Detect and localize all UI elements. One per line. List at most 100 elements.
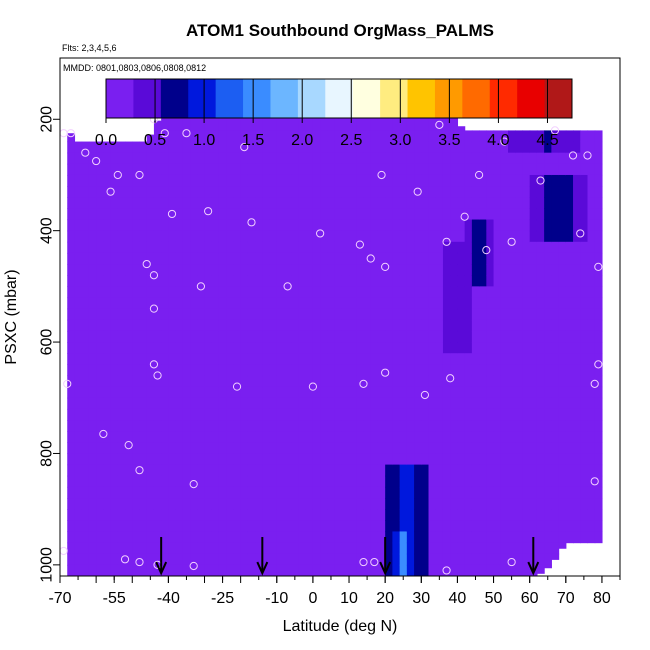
heatmap-cell [486,397,495,410]
heatmap-cell [349,197,357,209]
heatmap-cell [96,542,104,555]
heatmap-cell [479,408,487,421]
heatmap-cell [341,442,350,455]
heatmap-cell [435,297,444,310]
heatmap-cell [500,252,509,265]
heatmap-cell [334,342,343,354]
heatmap-cell [428,442,437,455]
heatmap-cell [479,475,487,488]
heatmap-cell [551,219,560,232]
heatmap-cell [175,431,184,443]
heatmap-cell [414,330,422,343]
colorbar-tick-label: 1.5 [242,132,264,149]
heatmap-cell [327,297,336,310]
heatmap-cell [558,330,567,343]
heatmap-cell [464,186,473,198]
observation-point [381,262,390,271]
heatmap-cell [515,174,524,187]
heatmap-cell [565,442,574,455]
heatmap-cell [363,264,372,276]
heatmap-cell [74,174,83,187]
heatmap-cell [255,275,263,287]
heatmap-cell [435,408,444,421]
heatmap-cell [479,275,487,287]
heatmap-cell [551,308,560,321]
heatmap-cell [558,408,567,421]
heatmap-cell [450,353,459,365]
heatmap-cell [247,297,256,310]
heatmap-cell [175,442,184,455]
heatmap-cell [414,498,422,510]
heatmap-cell [247,564,256,576]
heatmap-cell [255,152,263,165]
heatmap-cell [240,219,249,232]
heatmap-cell [153,509,162,521]
observation-point [446,374,455,383]
heatmap-cell [81,353,90,365]
heatmap-cell [67,408,76,421]
heatmap-cell [565,286,574,299]
heatmap-cell [457,475,466,488]
heatmap-cell [67,308,76,321]
heatmap-cell [320,475,328,488]
observation-point [460,212,469,221]
heatmap-cell [204,397,213,410]
heatmap-cell [565,330,574,343]
heatmap-cell [218,364,227,377]
heatmap-cell [356,141,365,154]
flight-arrow-head [527,561,540,576]
heatmap-cell [377,174,386,187]
heatmap-cell [435,520,444,533]
heatmap-cell [551,319,560,332]
heatmap-cell [139,442,148,455]
heatmap-cell [536,197,545,209]
heatmap-cell [218,308,227,321]
heatmap-cell [233,408,242,421]
heatmap-cell [370,375,379,388]
heatmap-cell [522,241,531,254]
heatmap-cell [515,130,524,143]
heatmap-cell [349,297,357,310]
heatmap-cell [471,219,480,232]
heatmap-cell [161,442,169,455]
heatmap-cell [153,453,162,466]
heatmap-cell [464,453,473,466]
heatmap-cell [421,442,430,455]
heatmap-cell [218,252,227,265]
heatmap-cell [457,330,466,343]
heatmap-cell [182,408,191,421]
heatmap-cell [471,163,480,176]
heatmap-cell [233,564,242,576]
heatmap-cell [168,163,177,176]
heatmap-cell [74,553,83,566]
heatmap-cell [493,342,502,354]
heatmap-cell [240,553,249,566]
heatmap-cell [96,475,104,488]
heatmap-cell [218,208,227,221]
heatmap-cell [218,353,227,365]
heatmap-cell [406,163,415,176]
heatmap-cell [146,431,155,443]
heatmap-cell [175,275,184,287]
heatmap-cell [327,520,336,533]
heatmap-cell [247,442,256,455]
heatmap-cell [508,397,516,410]
heatmap-cell [464,275,473,287]
heatmap-cell [312,498,321,510]
heatmap-cell [125,330,133,343]
heatmap-cell [442,286,451,299]
heatmap-cell [486,486,495,499]
heatmap-cell [305,141,314,154]
heatmap-cell [67,219,76,232]
heatmap-cell [363,186,372,198]
heatmap-cell [312,531,321,544]
heatmap-cell [508,353,516,365]
heatmap-cell [529,498,538,510]
heatmap-cell [536,252,545,265]
heatmap-cell [125,475,133,488]
heatmap-cell [146,174,155,187]
heatmap-cell [139,364,148,377]
heatmap-cell [377,319,386,332]
heatmap-cell [428,230,437,243]
heatmap-cell [522,397,531,410]
